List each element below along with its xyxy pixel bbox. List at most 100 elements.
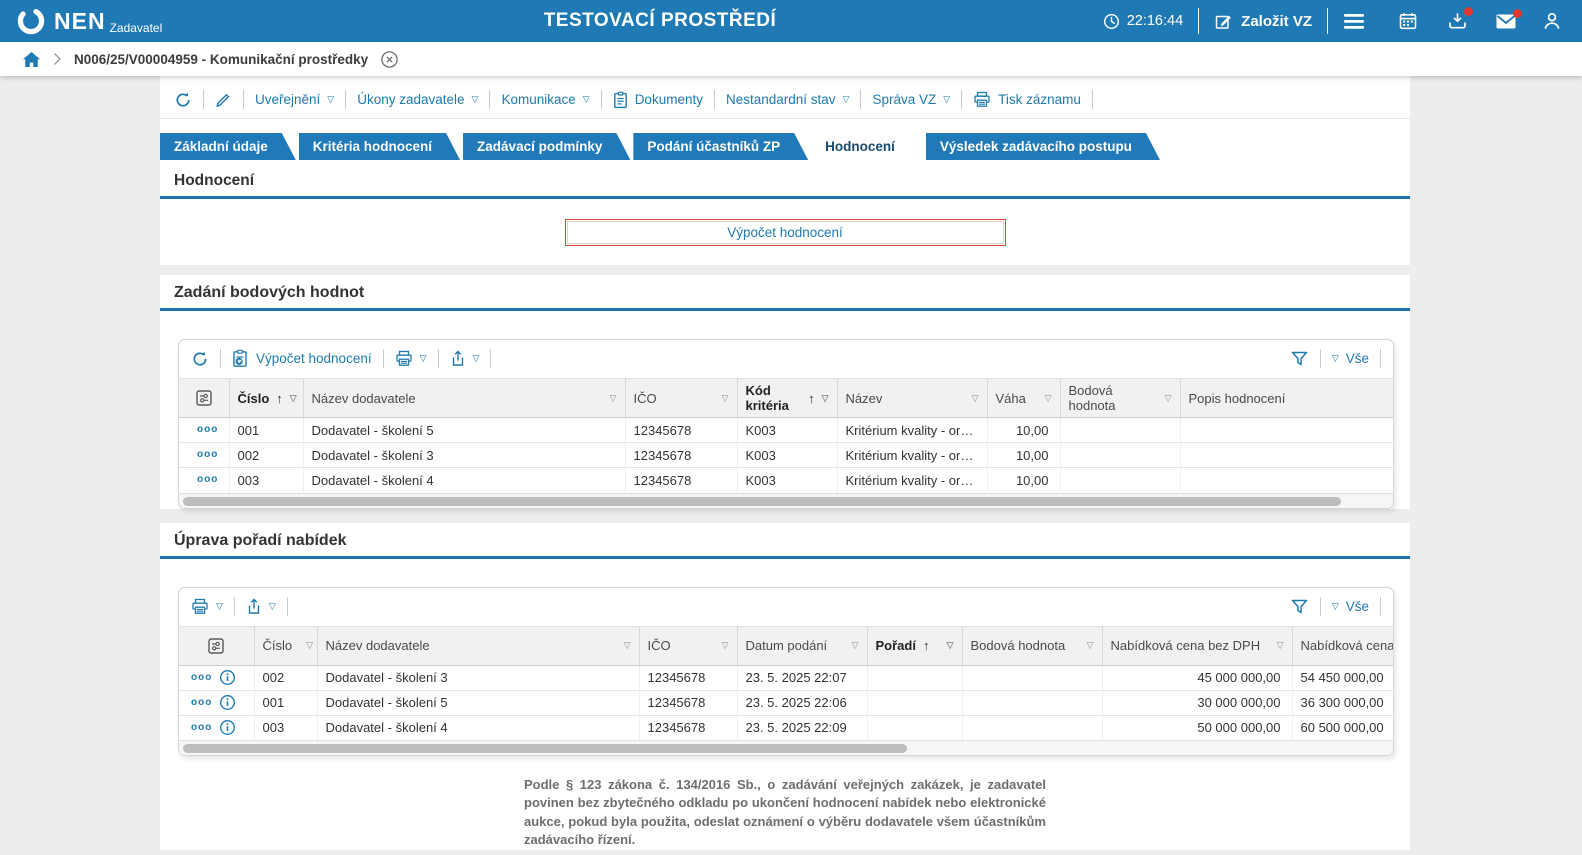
tab-vysledek[interactable]: Výsledek zadávacího postupu [926, 133, 1160, 160]
create-vz-button[interactable]: Založit VZ [1214, 12, 1312, 31]
legal-note: Podle § 123 zákona č. 134/2016 Sb., o za… [524, 777, 1046, 848]
filter-caret-icon[interactable]: ▽ [623, 640, 631, 650]
user-profile-icon[interactable] [1542, 11, 1562, 31]
filter-caret-icon[interactable]: ▽ [946, 640, 954, 650]
filter-caret-icon[interactable]: ▽ [609, 392, 617, 403]
print-table-button[interactable]: ▽ [395, 350, 427, 367]
column-header-cena-s-dph[interactable]: Nabídková cena s DPH [1292, 625, 1393, 666]
clock: 22:16:44 [1103, 13, 1183, 30]
main-content: Uveřejnění ▽ Úkony zadavatele ▽ Komunika… [160, 76, 1410, 850]
create-vz-icon [1214, 12, 1233, 31]
refresh-icon[interactable] [191, 350, 209, 368]
horizontal-scrollbar[interactable] [179, 492, 1393, 508]
column-settings-icon[interactable] [179, 378, 230, 418]
order-table-card: ▽ ▽ ▽ Vše [178, 586, 1394, 756]
calendar-icon[interactable] [1398, 11, 1418, 31]
menu-nestandardni-stav[interactable]: Nestandardní stav ▽ [726, 92, 849, 107]
filter-view-all[interactable]: ▽ Vše [1332, 599, 1369, 614]
tab-kriteria-hodnoceni[interactable]: Kritéria hodnocení [299, 133, 460, 160]
row-menu-icon[interactable]: ooo [197, 474, 219, 486]
mail-icon[interactable] [1495, 8, 1522, 30]
row-menu-icon[interactable]: ooo [191, 721, 213, 733]
column-header-kod-kriteria[interactable]: Kód kritéria ↑ ▽ [737, 378, 838, 418]
filter-funnel-icon[interactable] [1290, 598, 1309, 615]
edit-icon[interactable] [215, 91, 232, 108]
column-header-cislo[interactable]: Číslo ▽ [254, 625, 318, 666]
menu-ukony-zadavatele[interactable]: Úkony zadavatele ▽ [357, 92, 478, 107]
menu-nestandardni-label: Nestandardní stav [725, 92, 836, 107]
filter-caret-icon[interactable]: ▽ [721, 640, 729, 650]
tab-podani-ucastniku[interactable]: Podání účastníků ZP [633, 133, 808, 160]
column-header-vaha[interactable]: Váha ▽ [987, 378, 1061, 418]
top-header-bar: NEN Zadavatel TESTOVACÍ PROSTŘEDÍ 22:16:… [0, 0, 1582, 42]
printer-icon [973, 91, 991, 108]
column-header-poradi[interactable]: Pořadí ↑ ▽ [867, 625, 963, 666]
filter-caret-icon[interactable]: ▽ [1164, 392, 1172, 403]
horizontal-scrollbar-thumb[interactable] [183, 744, 907, 753]
row-menu-icon[interactable]: ooo [197, 449, 219, 460]
table-row[interactable]: ooo 002 Dodavatel - školení 3 12345678 2… [179, 664, 1393, 690]
heading-rule [160, 308, 1410, 311]
filter-caret-icon[interactable]: ▽ [306, 640, 314, 650]
column-header-cena-bez-dph[interactable]: Nabídková cena bez DPH ▽ [1102, 625, 1293, 666]
home-icon[interactable] [22, 51, 41, 68]
breadcrumb-record-label[interactable]: N006/25/V00004959 - Komunikační prostřed… [74, 51, 369, 67]
table-row[interactable]: ooo 001 Dodavatel - školení 5 12345678 K… [179, 417, 1393, 443]
export-table-button[interactable]: ▽ [246, 598, 276, 615]
downloads-badge [1464, 7, 1473, 16]
column-header-bodova-hodnota[interactable]: Bodová hodnota ▽ [962, 625, 1103, 666]
filter-caret-icon[interactable]: ▽ [851, 640, 859, 650]
filter-view-all[interactable]: ▽ Vše [1332, 351, 1369, 366]
row-info-icon[interactable] [219, 669, 236, 686]
column-header-bodova-hodnota[interactable]: Bodová hodnota ▽ [1060, 378, 1181, 418]
chevron-down-icon: ▽ [842, 94, 850, 104]
table-row[interactable]: ooo 003 Dodavatel - školení 4 12345678 K… [179, 467, 1393, 493]
menu-hamburger-icon[interactable] [1343, 13, 1365, 30]
downloads-icon[interactable] [1447, 7, 1473, 31]
refresh-icon[interactable] [174, 91, 192, 109]
export-table-button[interactable]: ▽ [450, 350, 479, 367]
compute-evaluation-button[interactable]: Výpočet hodnocení [564, 219, 1006, 246]
row-menu-icon[interactable]: ooo [191, 671, 213, 683]
row-info-icon[interactable] [219, 694, 236, 711]
filter-funnel-icon[interactable] [1290, 350, 1309, 367]
horizontal-scrollbar[interactable] [179, 740, 1393, 755]
column-settings-icon[interactable] [179, 625, 255, 666]
table-row[interactable]: ooo 002 Dodavatel - školení 3 12345678 K… [179, 442, 1393, 468]
print-table-button[interactable]: ▽ [191, 598, 223, 615]
column-header-nazev-dodavatele[interactable]: Název dodavatele ▽ [303, 378, 626, 418]
filter-caret-icon[interactable]: ▽ [1086, 640, 1094, 650]
close-record-icon[interactable] [380, 50, 399, 69]
tab-zadavaci-podminky[interactable]: Zadávací podmínky [463, 133, 630, 160]
menu-sprava-vz[interactable]: Správa VZ ▽ [872, 92, 950, 107]
table-row[interactable]: ooo 001 Dodavatel - školení 5 12345678 2… [179, 689, 1393, 715]
column-header-ico[interactable]: IČO ▽ [639, 625, 738, 666]
menu-komunikace[interactable]: Komunikace ▽ [501, 92, 589, 107]
menu-tisk-zaznamu[interactable]: Tisk záznamu [973, 91, 1081, 108]
tab-zakladni-udaje[interactable]: Základní údaje [160, 133, 296, 160]
nen-logo[interactable]: NEN Zadavatel [16, 6, 162, 36]
tab-hodnoceni[interactable]: Hodnocení [811, 133, 923, 160]
column-header-cislo[interactable]: Číslo ↑ ▽ [229, 378, 304, 418]
menu-dokumenty[interactable]: Dokumenty [613, 91, 703, 109]
column-header-popis-hodnoceni[interactable]: Popis hodnocení [1180, 378, 1393, 418]
horizontal-scrollbar-thumb[interactable] [183, 496, 1341, 506]
filter-caret-icon[interactable]: ▽ [289, 392, 297, 403]
column-header-ico[interactable]: IČO ▽ [625, 378, 738, 418]
menu-uverejneni[interactable]: Uveřejnění ▽ [255, 92, 334, 107]
row-menu-icon[interactable]: ooo [191, 696, 213, 708]
column-header-nazev-dodavatele[interactable]: Název dodavatele ▽ [317, 625, 640, 666]
column-header-datum-podani[interactable]: Datum podání ▽ [737, 625, 868, 666]
filter-caret-icon[interactable]: ▽ [1276, 640, 1284, 650]
menu-sprava-label: Správa VZ [872, 92, 937, 107]
filter-caret-icon[interactable]: ▽ [1044, 392, 1052, 403]
row-menu-icon[interactable]: ooo [197, 424, 219, 435]
filter-caret-icon[interactable]: ▽ [971, 392, 979, 403]
column-header-nazev[interactable]: Název ▽ [837, 378, 988, 418]
table-row[interactable]: ooo 003 Dodavatel - školení 4 12345678 2… [179, 714, 1393, 740]
chevron-right-icon [53, 52, 62, 66]
compute-evaluation-toolbar-button[interactable]: Výpočet hodnocení [232, 349, 372, 368]
filter-caret-icon[interactable]: ▽ [821, 392, 829, 403]
row-info-icon[interactable] [219, 719, 236, 736]
filter-caret-icon[interactable]: ▽ [721, 392, 729, 403]
